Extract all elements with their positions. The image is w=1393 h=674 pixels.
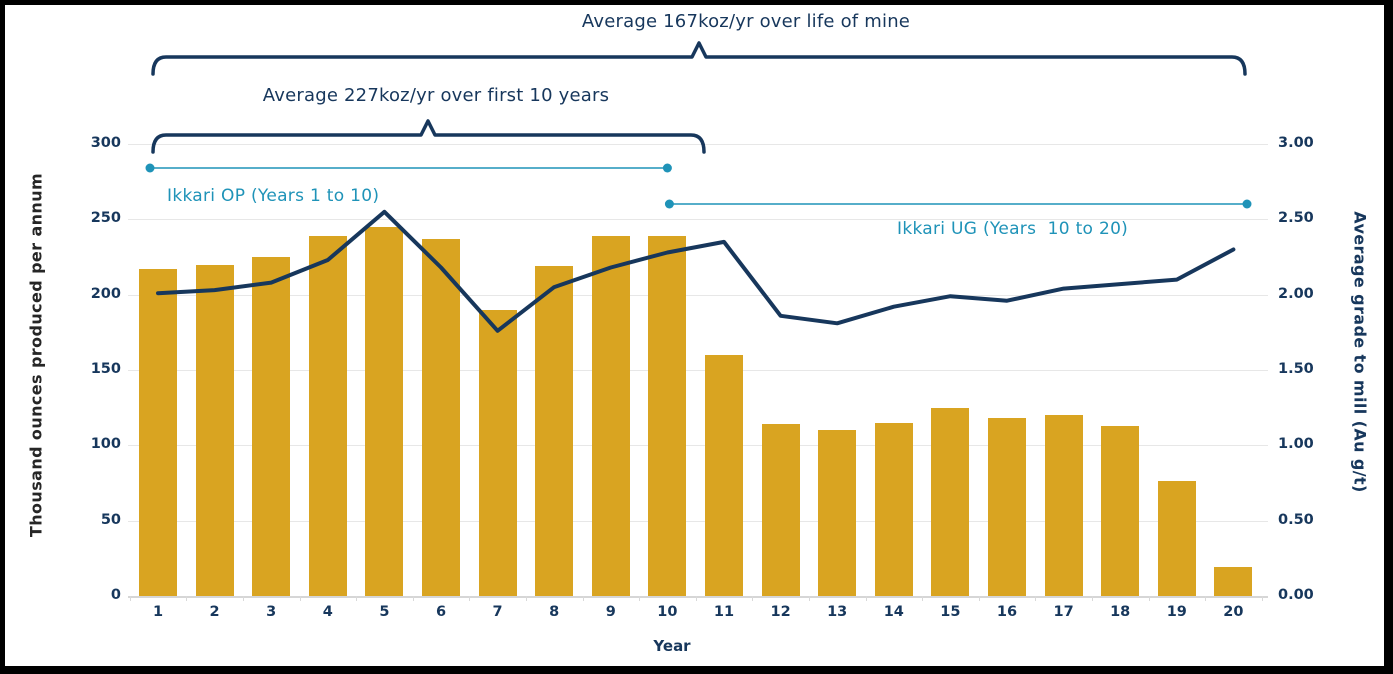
x-axis-tick: [865, 596, 867, 601]
annotation-life-of-mine: Average 167koz/yr over life of mine: [581, 11, 911, 32]
x-axis-year-label: 5: [379, 604, 390, 620]
x-axis-year-label: 20: [1223, 604, 1244, 620]
bar-year-12: [761, 424, 800, 596]
x-axis-tick: [639, 596, 641, 601]
left-axis-tick-label: 200: [90, 285, 121, 302]
x-axis-year-label: 7: [492, 604, 503, 620]
x-axis-year-label: 11: [713, 604, 735, 620]
left-axis-tick-label: 100: [90, 436, 121, 453]
x-axis-year-label: 1: [152, 604, 164, 620]
annotation-first-10-years: Average 227koz/yr over first 10 years: [262, 85, 610, 106]
x-axis-tick: [695, 596, 697, 601]
left-axis-tick-label: 50: [100, 511, 121, 528]
bar-year-5: [365, 226, 404, 596]
x-axis-year-label: 15: [940, 604, 961, 620]
x-axis-tick: [1035, 596, 1037, 601]
x-axis-year-label: 18: [1110, 604, 1131, 620]
bar-year-3: [252, 256, 291, 596]
bar-year-2: [195, 264, 234, 596]
bar-year-18: [1101, 425, 1140, 596]
left-axis-tick-label: 250: [90, 210, 121, 227]
x-axis-tick: [356, 596, 358, 601]
bar-year-11: [705, 354, 743, 596]
x-axis-tick: [808, 596, 810, 601]
x-axis-tick: [469, 596, 471, 601]
x-axis-year-label: 17: [1053, 604, 1074, 620]
bar-year-15: [931, 407, 970, 596]
gridline: [128, 445, 1268, 447]
label-ikkari-ug-range: Ikkari UG (Years 10 to 20): [897, 219, 1129, 239]
x-axis-tick: [525, 596, 527, 601]
left-axis-tick-label: 150: [90, 360, 121, 377]
left-axis-tick-label: 300: [90, 134, 121, 151]
ikkari-op-range-start-dot: [145, 163, 155, 173]
bar-year-17: [1044, 415, 1083, 596]
x-axis-tick: [186, 596, 188, 601]
x-axis-title: Year: [653, 637, 691, 655]
x-axis-year-label: 13: [827, 604, 848, 620]
x-axis-tick: [582, 596, 584, 601]
right-axis-tick-label: 1.00: [1278, 436, 1314, 453]
x-axis-year-label: 6: [435, 604, 447, 620]
bar-year-9: [591, 235, 630, 596]
gridline: [128, 294, 1268, 296]
ikkari-ug-range-start-dot: [664, 199, 674, 209]
right-axis-tick-label: 0.00: [1278, 587, 1314, 603]
x-axis-year-label: 19: [1166, 604, 1187, 620]
x-axis-tick: [299, 596, 301, 601]
x-axis-tick: [1091, 596, 1093, 601]
x-axis-year-label: 8: [549, 604, 560, 620]
x-axis-year-label: 10: [657, 604, 678, 620]
left-axis-title: Thousand ounces produced per annum: [26, 172, 46, 538]
right-axis-tick-label: 2.00: [1278, 285, 1314, 302]
label-ikkari-op-range: Ikkari OP (Years 1 to 10): [167, 186, 380, 206]
x-axis-tick: [242, 596, 244, 601]
right-axis-title: Average grade to mill (Au g/t): [1350, 211, 1370, 493]
x-axis-tick: [412, 596, 414, 601]
bar-year-20: [1214, 567, 1253, 596]
x-axis-tick: [1148, 596, 1150, 601]
right-axis-tick-label: 0.50: [1278, 511, 1314, 528]
bar-year-14: [874, 422, 913, 596]
x-axis-year-label: 3: [266, 604, 277, 620]
x-axis-tick: [978, 596, 980, 601]
x-axis-year-label: 4: [322, 604, 333, 620]
right-axis-tick-label: 1.50: [1278, 360, 1314, 377]
bar-year-6: [422, 238, 460, 596]
gridline: [128, 369, 1268, 371]
bar-year-7: [478, 309, 517, 596]
gridline: [128, 143, 1268, 145]
bar-year-10: [648, 235, 687, 596]
x-axis-tick: [922, 596, 924, 601]
ikkari-op-range-end-dot: [662, 163, 672, 173]
x-axis-line: [128, 596, 1268, 598]
right-axis-tick-label: 3.00: [1278, 134, 1314, 151]
x-axis-year-label: 14: [883, 604, 904, 620]
x-axis-tick: [1261, 596, 1263, 601]
bar-year-1: [139, 269, 177, 596]
ikkari-ug-range-end-dot: [1242, 199, 1252, 209]
left-axis-tick-label: 0: [110, 587, 121, 603]
x-axis-year-label: 9: [605, 604, 616, 620]
bar-year-19: [1157, 481, 1196, 596]
bar-year-8: [535, 266, 574, 596]
x-axis-year-label: 2: [209, 604, 220, 620]
x-axis-tick: [129, 596, 131, 601]
x-axis-year-label: 16: [996, 604, 1018, 620]
bracket-life-of-mine: [151, 41, 1247, 76]
bar-year-13: [818, 430, 857, 596]
x-axis-tick: [752, 596, 754, 601]
bracket-first-10-years: [151, 119, 706, 154]
bar-year-4: [308, 235, 347, 596]
x-axis-tick: [1205, 596, 1207, 601]
gridline: [128, 520, 1268, 522]
right-axis-tick-label: 2.50: [1278, 210, 1314, 227]
bar-year-16: [988, 418, 1026, 596]
x-axis-year-label: 12: [770, 604, 791, 620]
